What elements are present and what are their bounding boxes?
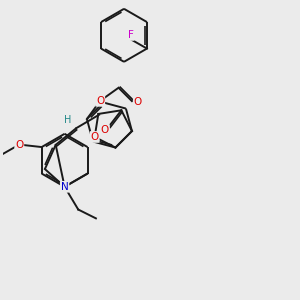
Text: O: O: [134, 97, 142, 107]
Text: N: N: [61, 182, 68, 192]
Text: F: F: [128, 30, 134, 40]
Text: O: O: [96, 96, 104, 106]
Text: H: H: [64, 115, 72, 125]
Text: O: O: [91, 132, 99, 142]
Text: O: O: [15, 140, 23, 150]
Text: O: O: [101, 125, 109, 135]
